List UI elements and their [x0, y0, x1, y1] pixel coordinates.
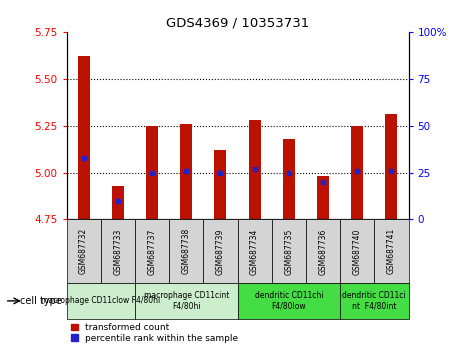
Text: GSM687741: GSM687741: [387, 228, 396, 274]
Bar: [66, 219, 101, 283]
Bar: [238, 219, 272, 283]
Bar: [238, 283, 340, 319]
Text: GSM687739: GSM687739: [216, 228, 225, 275]
Text: GSM687733: GSM687733: [114, 228, 122, 275]
Bar: [77, 56, 90, 219]
Bar: [169, 219, 203, 283]
Bar: [214, 150, 227, 219]
Bar: [317, 176, 329, 219]
Bar: [112, 186, 124, 219]
Text: GSM687740: GSM687740: [353, 228, 361, 275]
Text: GSM687737: GSM687737: [148, 228, 156, 275]
Text: GSM687734: GSM687734: [250, 228, 259, 275]
Bar: [203, 219, 238, 283]
Bar: [101, 219, 135, 283]
Bar: [66, 283, 135, 319]
Bar: [248, 120, 261, 219]
Text: macrophage CD11cint
F4/80hi: macrophage CD11cint F4/80hi: [143, 291, 229, 310]
Bar: [306, 219, 340, 283]
Text: GSM687736: GSM687736: [319, 228, 327, 275]
Bar: [272, 219, 306, 283]
Bar: [146, 126, 158, 219]
Bar: [351, 126, 363, 219]
Bar: [374, 219, 408, 283]
Bar: [180, 124, 192, 219]
Title: GDS4369 / 10353731: GDS4369 / 10353731: [166, 16, 309, 29]
Text: GSM687735: GSM687735: [285, 228, 293, 275]
Bar: [340, 283, 408, 319]
Legend: transformed count, percentile rank within the sample: transformed count, percentile rank withi…: [71, 323, 238, 343]
Bar: [135, 283, 238, 319]
Bar: [283, 139, 295, 219]
Text: dendritic CD11chi
F4/80low: dendritic CD11chi F4/80low: [255, 291, 323, 310]
Bar: [135, 219, 169, 283]
Text: dendritic CD11ci
nt  F4/80int: dendritic CD11ci nt F4/80int: [342, 291, 406, 310]
Text: GSM687732: GSM687732: [79, 228, 88, 274]
Text: macrophage CD11clow F4/80hi: macrophage CD11clow F4/80hi: [41, 296, 161, 306]
Bar: [385, 114, 398, 219]
Text: cell type: cell type: [20, 296, 62, 306]
Text: GSM687738: GSM687738: [182, 228, 190, 274]
Bar: [340, 219, 374, 283]
